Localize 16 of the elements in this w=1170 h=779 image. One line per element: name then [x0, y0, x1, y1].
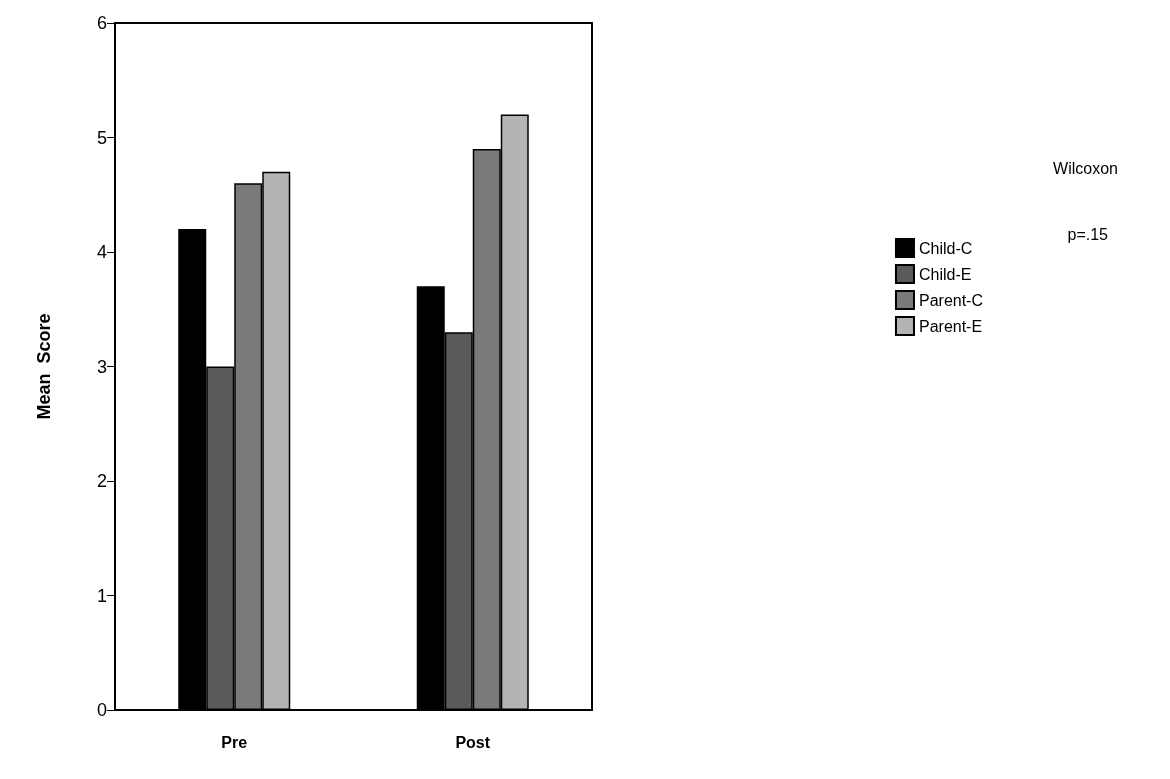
x-tick-label: Pre — [221, 733, 248, 751]
x-tick-label: Post — [455, 733, 491, 751]
text: p=.15 — [1067, 225, 1109, 243]
legend-label: Child-E — [918, 265, 972, 283]
y-tick-label: 4 — [96, 242, 107, 262]
legend-label: Child-C — [918, 239, 973, 257]
y-tick-label: 5 — [96, 127, 107, 148]
y-tick-label: 6 — [96, 13, 107, 33]
y-tick-label: 0 — [96, 700, 107, 720]
y-tick-label: 1 — [96, 585, 107, 606]
y-tick-label: 2 — [96, 471, 107, 491]
y-tick-label: 3 — [96, 356, 107, 377]
legend-label: Parent-C — [918, 291, 984, 309]
text: Wilcoxon — [1053, 159, 1118, 177]
y-axis-title: Mean Score — [34, 313, 54, 420]
legend-label: Parent-E — [918, 317, 983, 335]
